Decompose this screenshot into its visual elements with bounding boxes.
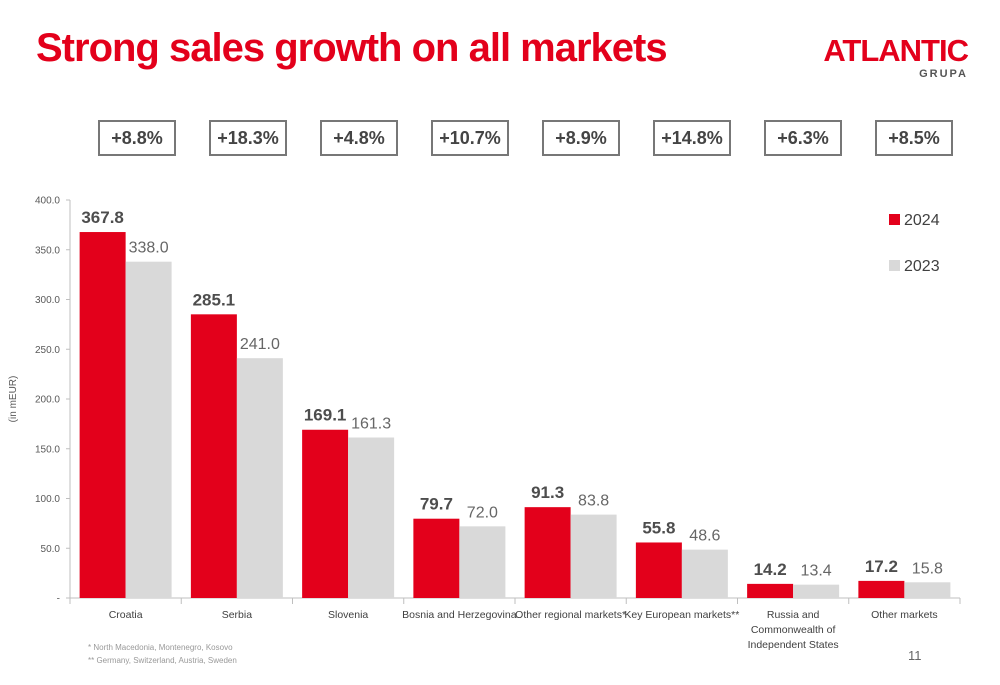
growth-box-other-regional: +8.9% — [542, 120, 620, 156]
legend-label-2024: 2024 — [904, 212, 940, 229]
logo-main-text: ATLANTIC — [823, 33, 969, 68]
x-category-label: Key European markets** — [624, 609, 739, 621]
data-label-2023-5: 48.6 — [689, 528, 720, 545]
data-label-2023-2: 161.3 — [351, 416, 391, 433]
y-axis-title: (in mEUR) — [8, 376, 19, 423]
x-category-label: Bosnia and Herzegovina — [402, 609, 517, 621]
data-label-2023-4: 83.8 — [578, 493, 609, 510]
data-label-2023-1: 241.0 — [240, 336, 280, 353]
y-tick-label: 250.0 — [35, 345, 60, 356]
x-category-label: Other regional markets* — [515, 609, 626, 621]
y-tick-label: 150.0 — [35, 444, 60, 455]
data-label-2023-6: 13.4 — [801, 563, 832, 580]
slide-title: Strong sales growth on all markets — [36, 26, 668, 70]
atlantic-grupa-logo: ATLANTIC GRUPA — [823, 33, 969, 80]
bar-2023-4 — [570, 514, 617, 598]
y-tick-label: 400.0 — [35, 196, 60, 207]
logo-sub-text: GRUPA — [919, 68, 968, 80]
growth-box-serbia: +18.3% — [209, 120, 287, 156]
bar-2023-1 — [236, 358, 283, 598]
x-category-label: Other markets — [871, 609, 938, 621]
data-label-2024-5: 55.8 — [642, 518, 675, 537]
data-label-2024-6: 14.2 — [754, 560, 787, 579]
growth-box-russia-cis: +6.3% — [764, 120, 842, 156]
bar-2023-0 — [125, 261, 172, 598]
data-label-2024-7: 17.2 — [865, 557, 898, 576]
bar-2024-6 — [747, 583, 794, 598]
x-category-label: Croatia — [109, 609, 143, 621]
bar-2024-4 — [524, 507, 571, 598]
legend-swatch-2023 — [889, 260, 900, 271]
bar-2023-7 — [904, 582, 951, 598]
data-label-2023-3: 72.0 — [467, 504, 498, 521]
bar-2024-5 — [635, 542, 682, 598]
legend-swatch-2024 — [889, 214, 900, 225]
y-tick-label: 300.0 — [35, 295, 60, 306]
data-label-2023-0: 338.0 — [129, 240, 169, 257]
bar-2023-2 — [348, 437, 395, 598]
growth-box-key-european: +14.8% — [653, 120, 731, 156]
x-category-label: Independent States — [748, 639, 839, 651]
x-category-label: Serbia — [222, 609, 253, 621]
footnote-regional: * North Macedonia, Montenegro, Kosovo — [88, 643, 233, 652]
page-number: 11 — [908, 648, 922, 663]
bar-2024-0 — [79, 232, 126, 598]
footnote-european: ** Germany, Switzerland, Austria, Sweden — [88, 656, 237, 665]
bar-2023-5 — [681, 549, 728, 598]
bar-2024-3 — [413, 518, 460, 598]
data-label-2024-4: 91.3 — [531, 483, 564, 502]
x-category-label: Russia and — [767, 609, 820, 621]
data-label-2024-0: 367.8 — [81, 208, 124, 227]
bar-2023-6 — [793, 584, 840, 598]
bar-2024-7 — [858, 580, 905, 598]
bar-2023-3 — [459, 526, 506, 598]
x-category-label: Slovenia — [328, 609, 368, 621]
data-label-2024-2: 169.1 — [304, 406, 347, 425]
y-tick-label: 50.0 — [41, 544, 61, 555]
growth-box-other-markets: +8.5% — [875, 120, 953, 156]
data-label-2024-1: 285.1 — [193, 290, 236, 309]
y-tick-label: 200.0 — [35, 395, 60, 406]
bar-2024-1 — [190, 314, 237, 598]
growth-box-bosnia: +10.7% — [431, 120, 509, 156]
growth-box-croatia: +8.8% — [98, 120, 176, 156]
growth-box-slovenia: +4.8% — [320, 120, 398, 156]
x-category-label: Commonwealth of — [751, 624, 836, 636]
data-label-2023-7: 15.8 — [912, 560, 943, 577]
data-label-2024-3: 79.7 — [420, 495, 453, 514]
bar-2024-2 — [302, 429, 349, 598]
y-tick-label: - — [57, 594, 60, 605]
y-tick-label: 100.0 — [35, 494, 60, 505]
legend-label-2023: 2023 — [904, 258, 940, 275]
y-tick-label: 350.0 — [35, 245, 60, 256]
